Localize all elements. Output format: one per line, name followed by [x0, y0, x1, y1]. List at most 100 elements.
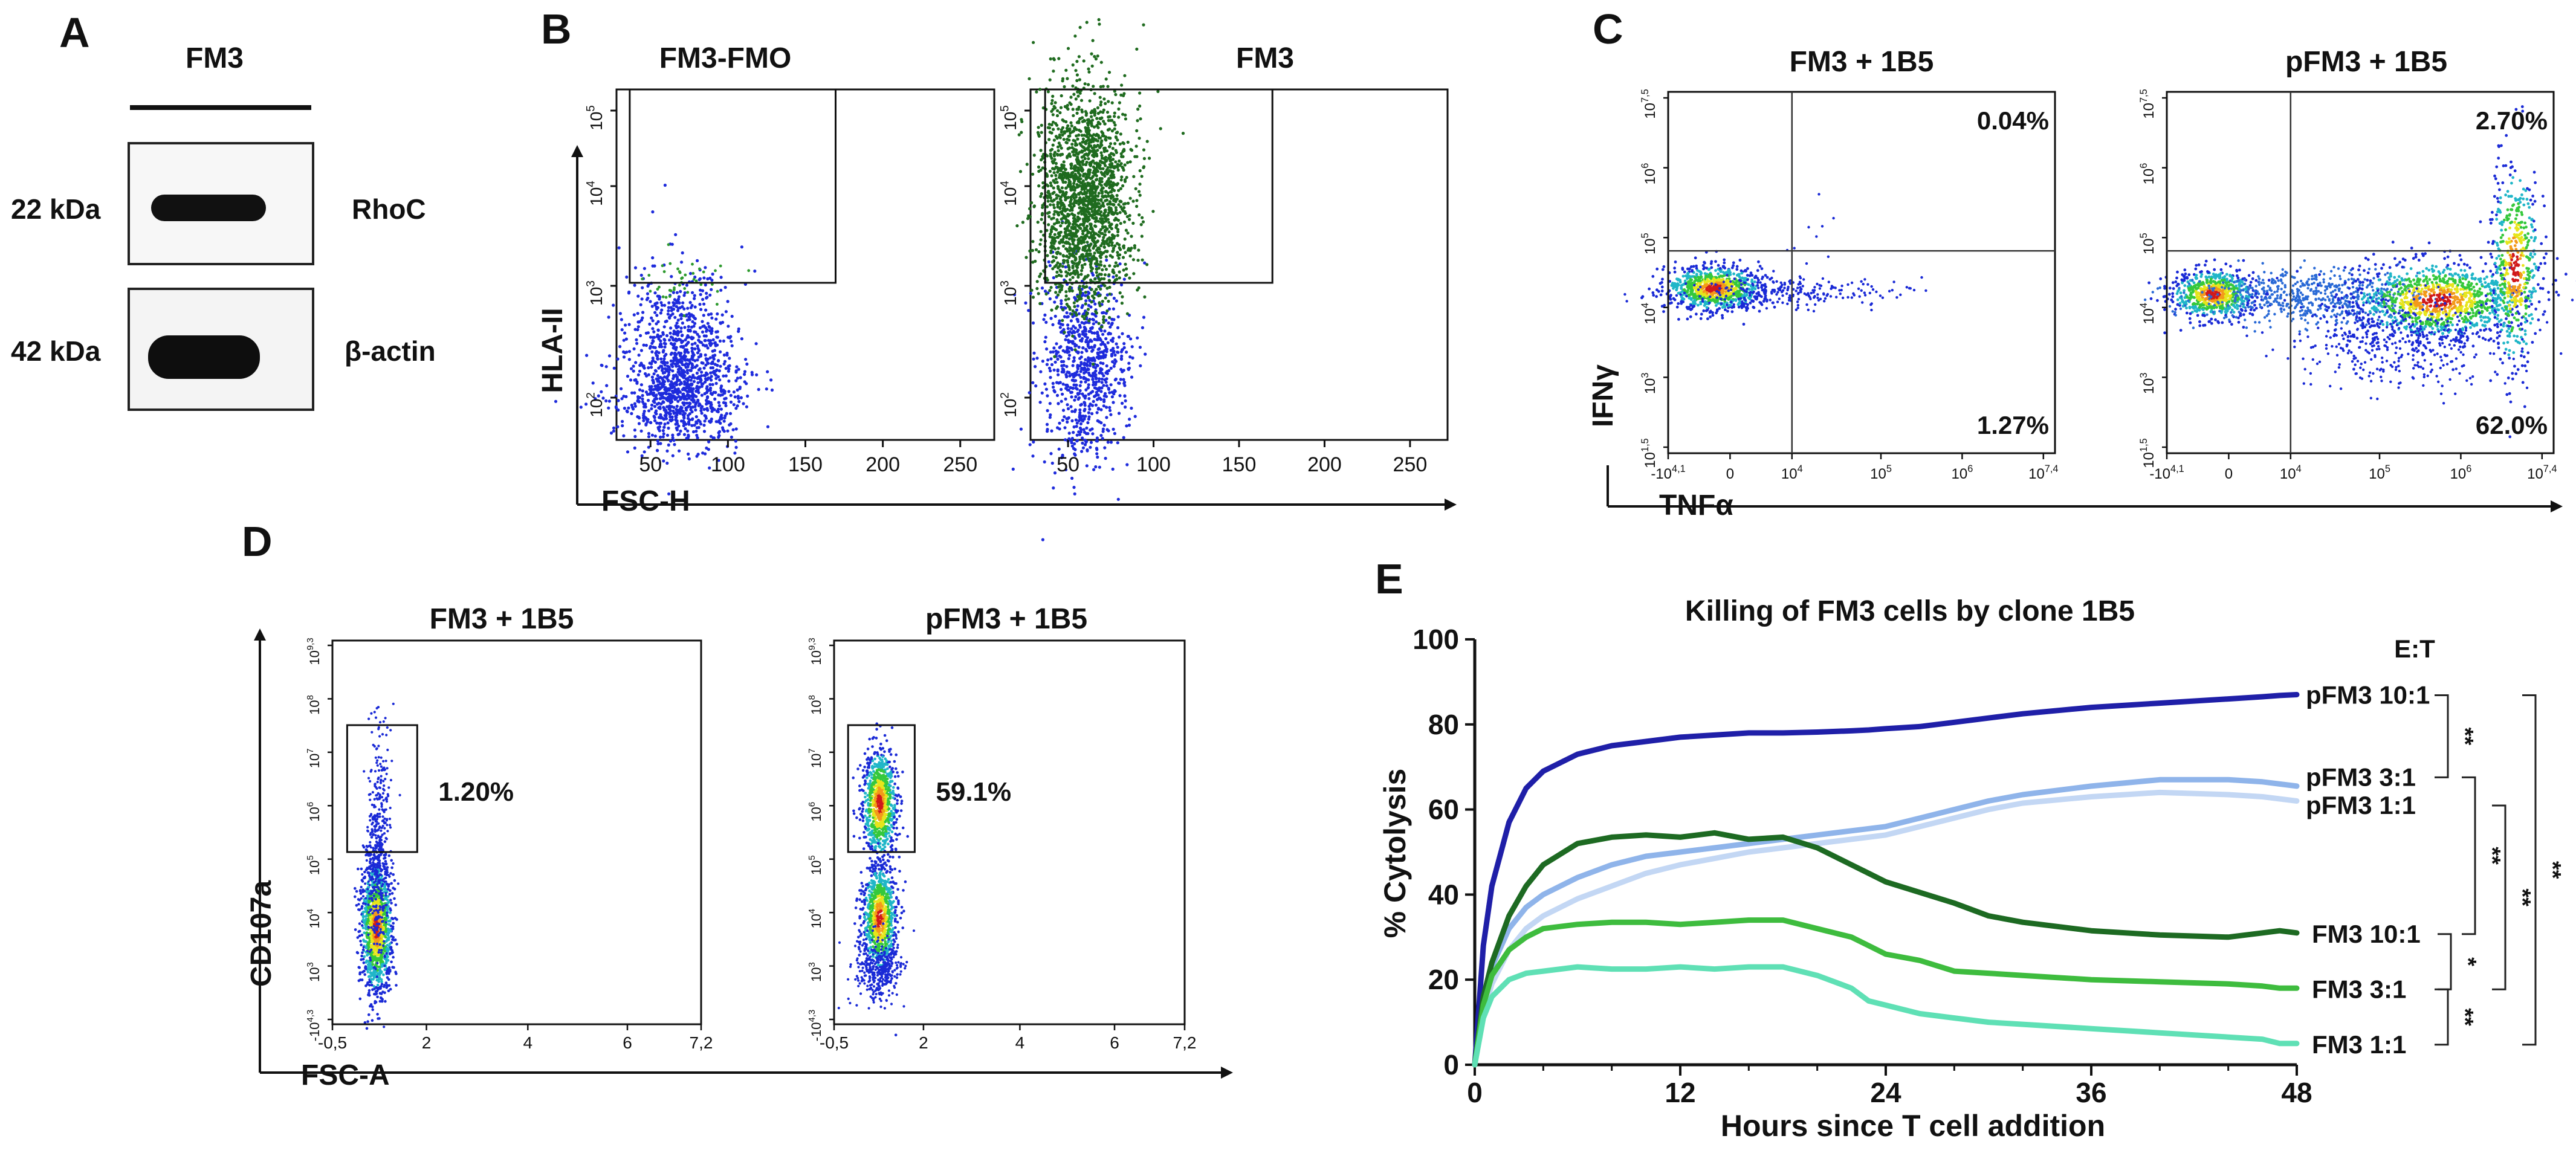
x-tick-label: 4 — [523, 1033, 533, 1052]
x-tick-label: 200 — [1307, 453, 1342, 476]
row-protein-label: RhoC — [352, 193, 426, 225]
significance-bracket — [2438, 933, 2452, 990]
x-arrowhead — [2551, 500, 2563, 512]
plot-title: pFM3 + 1B5 — [925, 603, 1087, 635]
y-tick-label: 101,5 — [2138, 438, 2157, 468]
x-tick-label: 104 — [2280, 463, 2302, 482]
plot-frame — [2166, 91, 2555, 454]
y-tick-label: 40 — [1428, 879, 1459, 910]
y-tick-label: 105 — [807, 855, 824, 875]
row-protein-label: β-actin — [345, 335, 436, 367]
x-tick-label: 50 — [639, 453, 662, 476]
x-tick-label: 105 — [2369, 463, 2390, 482]
y-arrowhead — [571, 145, 583, 157]
rhoc-band — [151, 195, 266, 221]
y-tick-label: 106 — [305, 802, 322, 822]
y-arrowhead — [254, 628, 266, 641]
cd107a-gate — [847, 724, 916, 853]
plot-frame — [331, 639, 702, 1025]
panel-e-letter: E — [1375, 555, 1403, 602]
x-tick-label: 104 — [1781, 463, 1803, 482]
chart-title: Killing of FM3 cells by clone 1B5 — [1685, 595, 2135, 627]
x-tick-label: 200 — [866, 453, 900, 476]
y-tick-label: 105 — [1640, 233, 1659, 254]
y-tick-label: 103 — [1640, 373, 1659, 395]
y-tick-label: 107,5 — [1640, 89, 1659, 118]
plot-frame — [1667, 91, 2056, 454]
event-cloud — [554, 320, 774, 470]
hla-ii-gate — [629, 88, 837, 284]
quadrant-percent-ur: 2.70% — [2476, 106, 2548, 135]
significance-mark: ** — [2452, 728, 2477, 746]
y-tick-label: 109,3 — [807, 638, 824, 665]
y-tick-label: 102 — [584, 392, 606, 418]
x-tick-label: -104,1 — [1651, 463, 1685, 482]
x-tick-label: 50 — [1057, 453, 1079, 476]
x-tick-label: 48 — [2281, 1077, 2312, 1108]
x-tick-label: 250 — [943, 453, 977, 476]
y-tick-label: 20 — [1428, 964, 1459, 995]
x-tick-label: 4 — [1015, 1033, 1025, 1052]
series-label: pFM3 10:1 — [2306, 681, 2430, 709]
event-cloud — [1021, 138, 1149, 358]
series-line — [1472, 777, 2300, 1068]
panel-a: A FM3 22 kDa RhoC 42 kDa β-actin — [11, 9, 436, 411]
series-label: FM3 1:1 — [2312, 1030, 2406, 1059]
series-label: FM3 10:1 — [2312, 920, 2421, 948]
cd107a-gate — [346, 724, 418, 853]
y-tick-label: 60 — [1428, 794, 1459, 825]
x-axis-label: Hours since T cell addition — [1721, 1109, 2105, 1143]
y-tick-label: 105 — [584, 105, 606, 131]
et-label: E:T — [2394, 635, 2435, 663]
x-tick-label: -0,5 — [820, 1033, 849, 1052]
y-tick-label: 108 — [807, 695, 824, 715]
significance-mark: ** — [2540, 861, 2565, 879]
x-tick-label: 36 — [2076, 1077, 2106, 1108]
x-tick-label: 12 — [1665, 1077, 1695, 1108]
event-cloud — [1785, 193, 1835, 286]
y-tick-label: 103 — [998, 280, 1020, 306]
x-arrowhead — [1221, 1067, 1233, 1079]
y-tick-label: 80 — [1428, 709, 1459, 740]
x-tick-label: 106 — [1952, 463, 1973, 482]
significance-bracket — [2435, 694, 2449, 778]
y-tick-label: 0 — [1443, 1049, 1459, 1080]
blot-sample-label: FM3 — [186, 42, 244, 74]
x-tick-label: 100 — [1136, 453, 1171, 476]
significance-bracket — [2462, 776, 2476, 935]
y-axis-label: IFNγ — [1587, 364, 1619, 427]
plot-title: FM3 + 1B5 — [430, 603, 574, 635]
x-axis-label: FSC-A — [301, 1059, 390, 1091]
y-tick-label: 104 — [807, 909, 824, 929]
x-tick-label: 250 — [1393, 453, 1428, 476]
quadrant-percent-lr: 62.0% — [2476, 411, 2548, 439]
series-line — [1472, 917, 2300, 1068]
x-tick-label: 150 — [1222, 453, 1257, 476]
y-tick-label: 106 — [1640, 163, 1659, 185]
plot-frame — [833, 639, 1186, 1025]
event-cloud — [2143, 259, 2473, 356]
significance-mark: ** — [2452, 1008, 2477, 1026]
y-tick-label: 105 — [305, 855, 322, 875]
y-axis-label: CD107a — [245, 880, 277, 987]
x-axis-label: FSC-H — [601, 485, 690, 517]
quadrant-percent-lr: 1.27% — [1977, 411, 2049, 439]
y-tick-label: 103 — [807, 962, 824, 982]
plot-title: FM3 + 1B5 — [1790, 46, 1934, 78]
gate-percent: 1.20% — [438, 777, 514, 807]
event-cloud — [357, 731, 400, 1028]
x-tick-label: 150 — [788, 453, 823, 476]
hla-ii-gate — [1044, 88, 1273, 284]
x-tick-label: -0,5 — [318, 1033, 347, 1052]
y-tick-label: 105 — [998, 105, 1020, 131]
y-tick-label: 104 — [998, 181, 1020, 206]
panel-b-letter: B — [541, 5, 572, 53]
actin-band — [148, 335, 260, 379]
significance-mark: ** — [2510, 888, 2535, 906]
y-tick-label: 103 — [584, 280, 606, 306]
event-cloud — [837, 922, 916, 1010]
y-tick-label: 101,5 — [1640, 438, 1659, 468]
row-size-label: 22 kDa — [11, 193, 101, 225]
x-tick-label: 7,2 — [1173, 1033, 1197, 1052]
panel-d: D FM3 + 1B5 pFM3 + 1B5 1.20% 109,3 108 107 1… — [242, 518, 1233, 1091]
